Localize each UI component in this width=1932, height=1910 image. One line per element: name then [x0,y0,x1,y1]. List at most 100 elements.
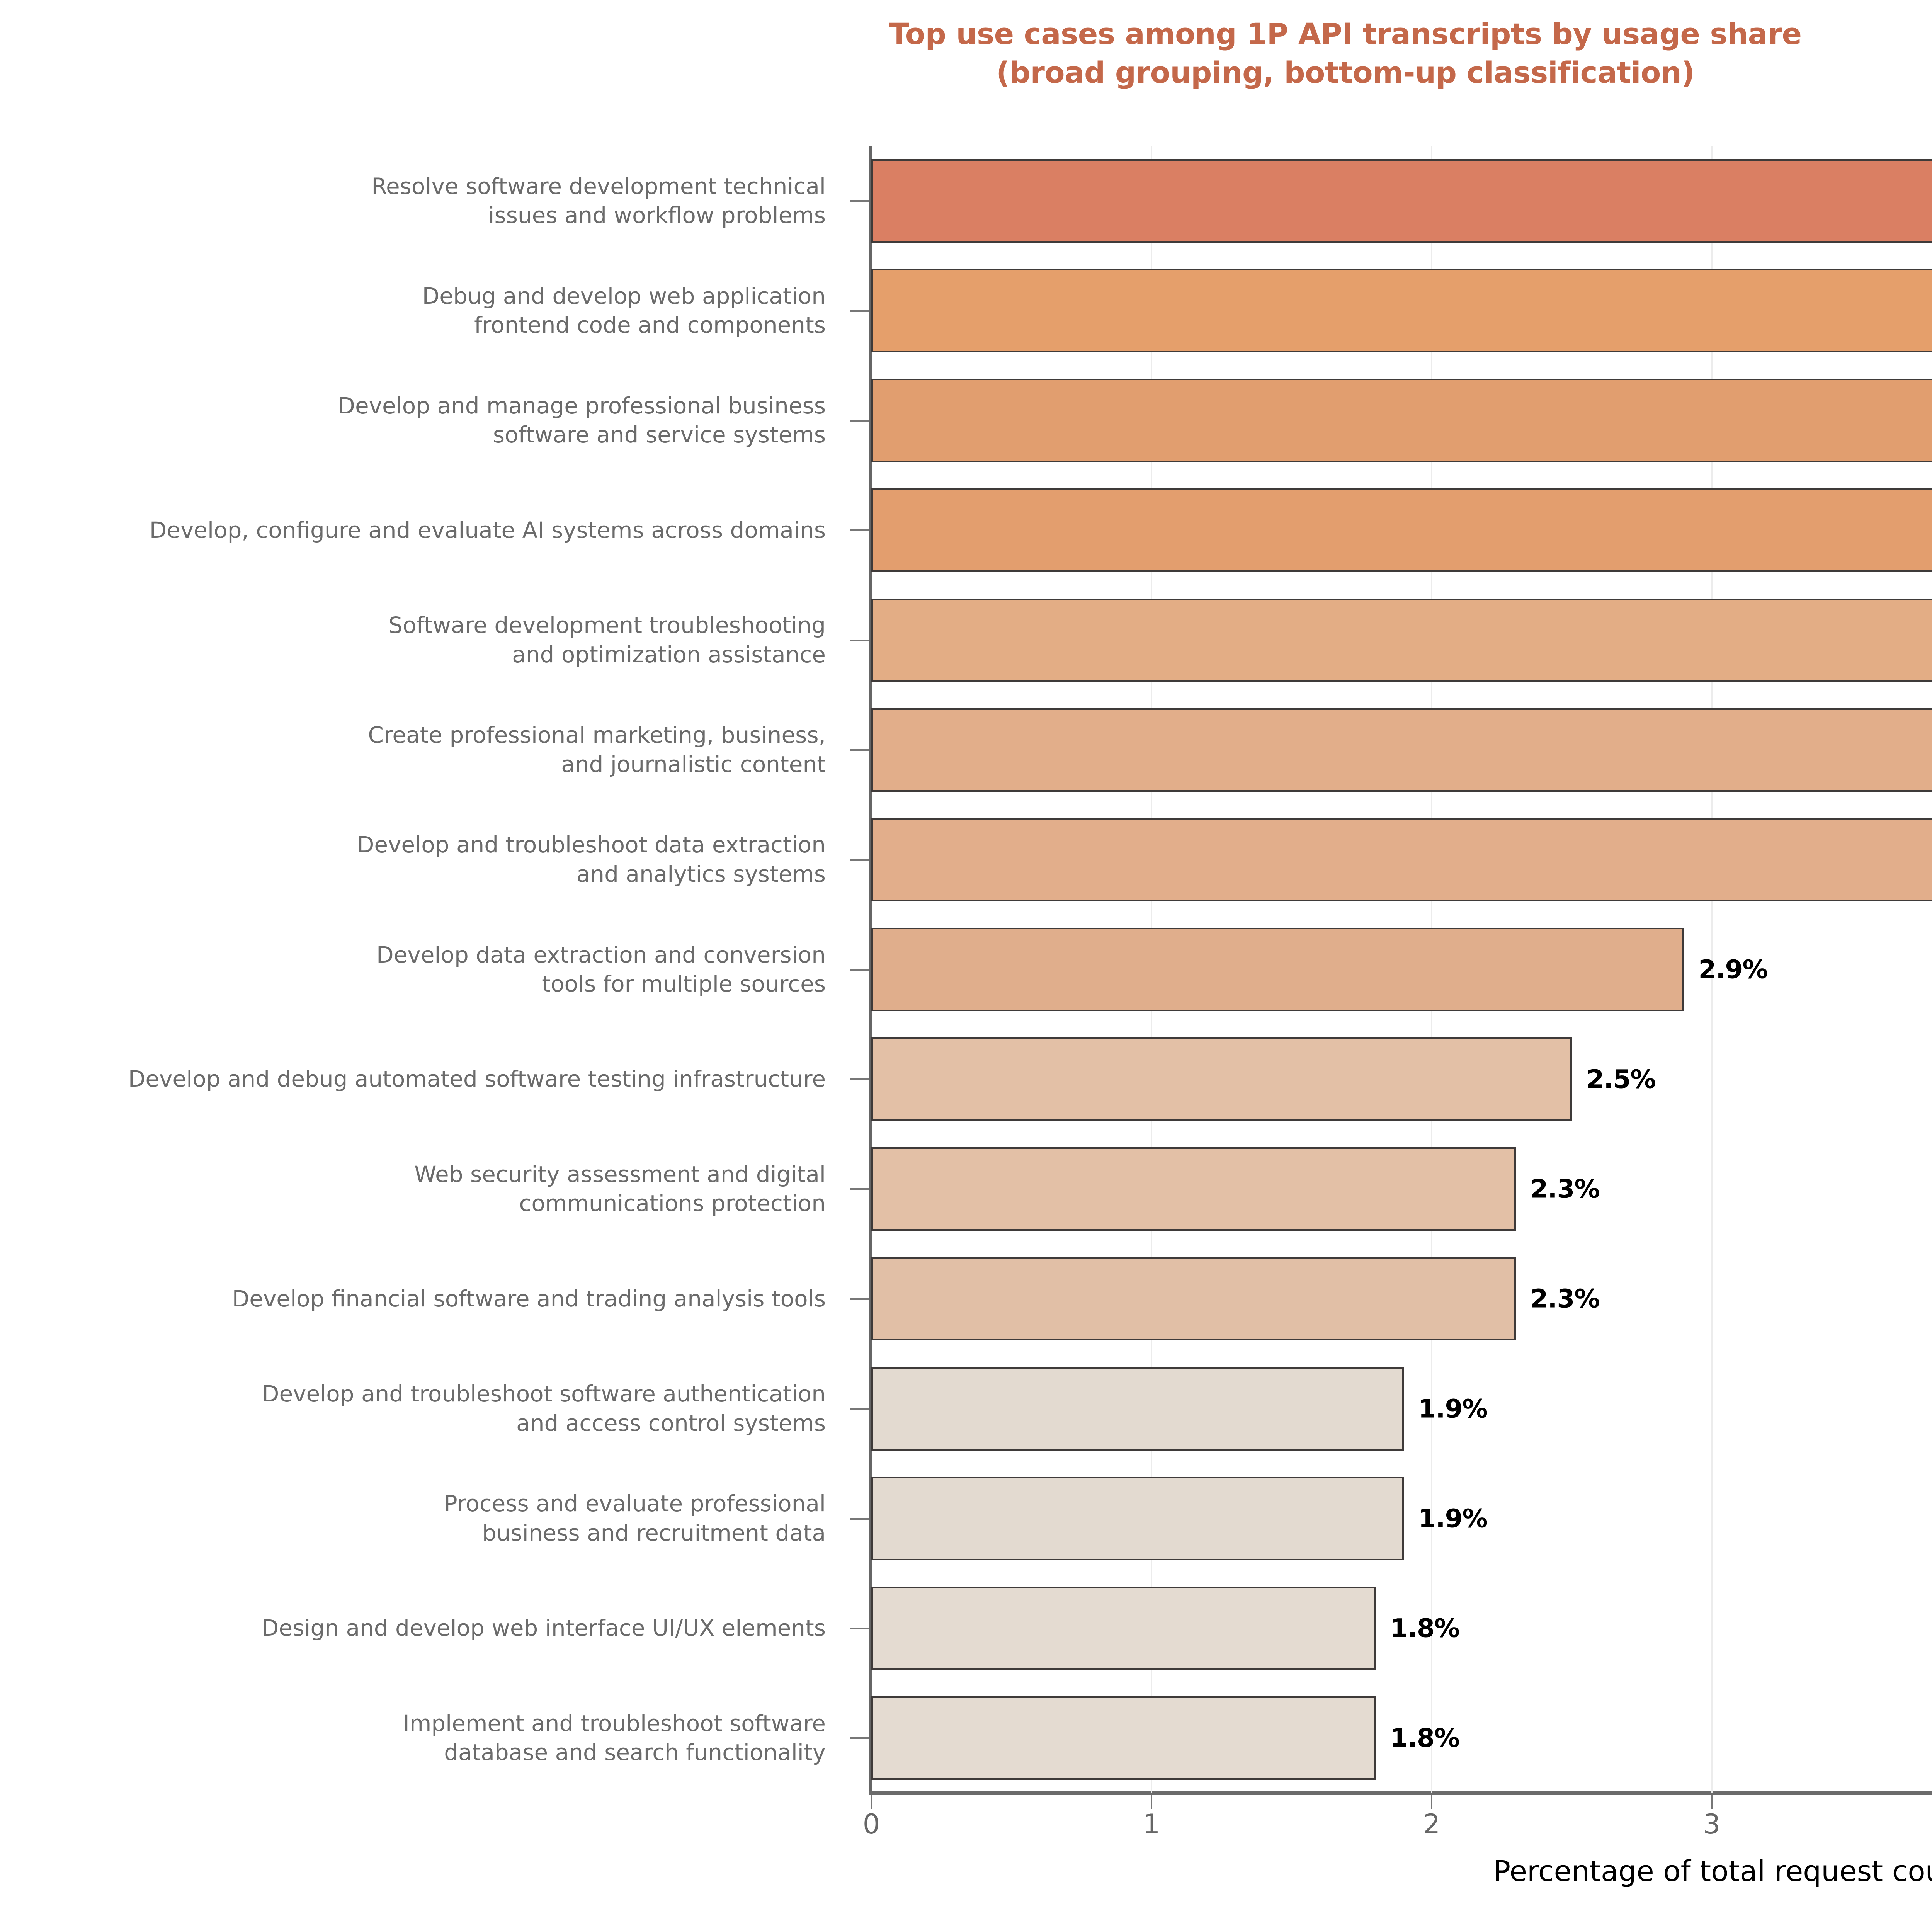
bar[interactable] [871,708,1932,792]
bar-value-label: 2.3% [1530,1284,1600,1314]
y-axis-category-label-line: issues and workflow problems [488,202,826,229]
x-axis-tick-label: 2 [1423,1808,1440,1840]
y-axis-tick-mark [850,749,869,751]
y-axis-category-label-line: Create professional marketing, business, [368,722,826,748]
y-axis-category-label-line: Process and evaluate professional [444,1490,826,1517]
bar-row: 5.2% [871,488,1932,572]
bar-value-label: 1.9% [1418,1394,1488,1424]
y-axis-tick-mark [850,859,869,861]
y-axis-category-label-line: Develop data extraction and conversion [376,941,826,968]
y-axis-tick-mark [850,420,869,422]
y-axis-category-label: Web security assessment and digital commu… [0,1140,848,1238]
bar-row: 4.4% [871,818,1932,901]
x-axis-spine [869,1791,1932,1795]
y-axis-category-label-line: and journalistic content [561,751,826,777]
bar-row: 2.3% [871,1147,1932,1231]
bar[interactable] [871,269,1932,353]
x-axis-tick-mark [1151,1795,1152,1809]
y-axis-category-label-line: Software development troubleshooting [388,612,826,639]
bar-row: 2.5% [871,1037,1932,1121]
x-axis-tick-mark [1431,1795,1432,1809]
bar-value-label: 1.8% [1390,1723,1460,1753]
y-axis-tick-mark [850,969,869,971]
chart-title-line-1: Top use cases among 1P API transcripts b… [889,17,1802,51]
y-axis-category-label-line: Debug and develop web application [422,282,826,309]
plot-area: 6.1% 6.0% 5.2% 5.2% 4.9% 4.7% 4.4% 2.9% 2.5% 2.3%… [871,146,1932,1793]
bar-row: 6.0% [871,269,1932,353]
bar[interactable] [871,598,1932,682]
y-axis-tick-mark [850,200,869,202]
x-axis-tick-label: 0 [862,1808,880,1840]
bar-row: 2.3% [871,1257,1932,1341]
x-axis-tick-label: 3 [1703,1808,1721,1840]
y-axis-tick-mark [850,639,869,641]
x-axis-tick-label: 1 [1143,1808,1160,1840]
bar[interactable] [871,928,1684,1011]
bar-value-label: 1.8% [1390,1613,1460,1643]
y-axis-tick-mark [850,310,869,312]
y-axis-category-label: Debug and develop web application fronten… [0,261,848,360]
y-axis-category-label-line: Develop financial software and trading a… [232,1285,826,1312]
bar-value-label: 2.9% [1698,954,1768,985]
y-axis-category-label-line: Web security assessment and digital [414,1161,826,1187]
y-axis-category-label-line: Develop and debug automated software tes… [128,1066,826,1092]
y-axis-tick-mark [850,1188,869,1191]
bar-value-label: 1.9% [1418,1504,1488,1534]
bar-row: 4.9% [871,598,1932,682]
y-axis-category-label: Develop and manage professional business… [0,371,848,470]
bar[interactable] [871,159,1932,243]
bar[interactable] [871,818,1932,901]
bar-row: 1.9% [871,1367,1932,1451]
y-axis-category-label-line: and access control systems [516,1410,826,1436]
y-axis-category-label: Develop data extraction and conversion to… [0,920,848,1019]
y-axis-tick-mark [850,1298,869,1300]
y-axis-category-label-line: Develop and troubleshoot data extraction [357,832,826,858]
y-axis-category-label: Develop financial software and trading a… [0,1249,848,1348]
bar[interactable] [871,1476,1404,1560]
gridline [1711,146,1713,1793]
y-axis-tick-mark [850,1408,869,1410]
bar[interactable] [871,488,1932,572]
y-axis-category-label: Develop and troubleshoot software authen… [0,1359,848,1458]
y-axis-tick-mark [850,529,869,532]
y-axis-category-label-line: and analytics systems [576,861,826,887]
chart-title: Top use cases among 1P API transcripts b… [0,15,1932,92]
y-axis-category-label: Create professional marketing, business,… [0,701,848,799]
bar-row: 1.8% [871,1586,1932,1670]
y-axis-category-label-line: tools for multiple sources [542,970,826,997]
bar-row: 4.7% [871,708,1932,792]
bar[interactable] [871,379,1932,463]
y-axis-category-label-line: Resolve software development technical [371,173,826,199]
bar-value-label: 2.3% [1530,1174,1600,1204]
bar[interactable] [871,1696,1376,1780]
x-axis-tick-mark [871,1795,872,1809]
y-axis-category-label-line: Develop, configure and evaluate AI syste… [149,517,826,543]
bar[interactable] [871,1586,1376,1670]
y-axis-category-label-line: communications protection [519,1190,826,1217]
bar[interactable] [871,1037,1572,1121]
y-axis-category-label-line: Develop and manage professional business [338,392,826,419]
y-axis-tick-mark [850,1078,869,1081]
bar-value-label: 2.5% [1586,1064,1656,1094]
bar[interactable] [871,1147,1516,1231]
y-axis-category-label: Process and evaluate professional busines… [0,1469,848,1568]
y-axis-category-label-line: Design and develop web interface UI/UX e… [261,1615,826,1641]
y-axis-category-label-line: software and service systems [493,422,826,448]
chart-title-line-2: (broad grouping, bottom-up classificatio… [996,55,1695,90]
y-axis-category-label: Design and develop web interface UI/UX e… [0,1579,848,1678]
y-axis-spine [869,146,872,1793]
bar-row: 6.1% [871,159,1932,243]
bar-row: 1.9% [871,1476,1932,1560]
y-axis-category-label-line: database and search functionality [444,1739,826,1765]
bar[interactable] [871,1257,1516,1341]
y-axis-category-label: Implement and troubleshoot software datab… [0,1689,848,1788]
y-axis-category-label: Software development troubleshooting and … [0,591,848,690]
y-axis-category-label: Develop and debug automated software tes… [0,1030,848,1129]
bar-row: 5.2% [871,379,1932,463]
y-axis-tick-mark [850,1627,869,1629]
y-axis-category-label-line: and optimization assistance [512,641,826,668]
y-axis-category-label: Develop and troubleshoot data extraction… [0,810,848,909]
y-axis-category-label: Resolve software development technical is… [0,151,848,250]
bar[interactable] [871,1367,1404,1451]
y-axis-category-label-line: Develop and troubleshoot software authen… [262,1381,826,1407]
